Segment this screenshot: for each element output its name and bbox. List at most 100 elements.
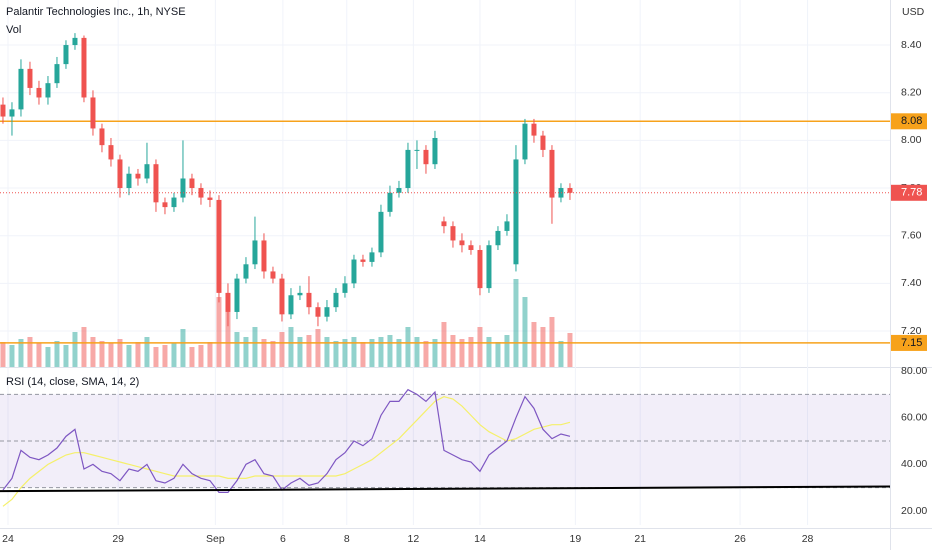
price-label-box (891, 113, 927, 130)
volume-label: Vol (6, 24, 21, 36)
candle-body (306, 292, 312, 308)
volume-bar (54, 341, 60, 367)
candle-body (63, 45, 69, 65)
volume-bar (36, 343, 42, 367)
candle-body (36, 87, 42, 98)
volume-bar (27, 337, 33, 367)
volume-bar (198, 345, 204, 367)
rsi-tick-label: 60.00 (901, 411, 927, 423)
y-tick-label: 8.00 (901, 134, 922, 146)
volume-bar (279, 332, 285, 367)
volume-bar (63, 345, 69, 367)
candle-body (0, 104, 6, 117)
candle-body (333, 292, 339, 308)
candle-body (216, 199, 222, 293)
candle-body (18, 68, 24, 110)
volume-bar (189, 347, 195, 367)
candle-body (27, 68, 33, 88)
volume-bar (153, 347, 159, 367)
volume-bar (18, 339, 24, 367)
candle-body (423, 149, 429, 165)
volume-bar (45, 347, 51, 367)
candle-body (504, 221, 510, 231)
volume-bar (558, 341, 564, 367)
volume-bar (405, 327, 411, 367)
volume-bar (126, 345, 132, 367)
candle-body (522, 123, 528, 160)
volume-bar (567, 333, 573, 367)
candle-body (135, 173, 141, 179)
candle-body (153, 164, 159, 203)
last-price-label: 7.78 (901, 187, 922, 199)
volume-bar (549, 317, 555, 367)
volume-bar (180, 329, 186, 367)
candle-body (468, 245, 474, 250)
volume-bar (81, 327, 87, 367)
rsi-line (2, 388, 571, 493)
candle-body (108, 145, 114, 160)
volume-bar (531, 322, 537, 367)
y-tick-label: 7.60 (901, 229, 922, 241)
volume-bar (0, 342, 6, 367)
volume-bar (99, 341, 105, 367)
candle-body (324, 307, 330, 317)
candle-body (450, 226, 456, 241)
volume-bar (225, 312, 231, 367)
volume-bar (9, 345, 15, 367)
volume-bar (432, 339, 438, 367)
candle-body (441, 221, 447, 227)
volume-bar (243, 337, 249, 367)
candle-body (243, 264, 249, 279)
volume-bar (333, 341, 339, 367)
volume-bar (144, 337, 150, 367)
x-tick-label: 26 (734, 533, 746, 545)
x-tick-label: 14 (474, 533, 486, 545)
candle-body (288, 295, 294, 315)
volume-bar (540, 327, 546, 367)
volume-bar (351, 337, 357, 367)
volume-bar (342, 339, 348, 367)
volume-bar (135, 342, 141, 367)
candle-body (126, 173, 132, 189)
candle-body (387, 192, 393, 212)
x-tick-label: 12 (408, 533, 420, 545)
candle-body (207, 197, 213, 200)
volume-bar (270, 341, 276, 367)
candle-body (405, 149, 411, 189)
candle-body (171, 197, 177, 208)
volume-bar (306, 335, 312, 367)
candle-body (459, 240, 465, 246)
candle-body (486, 245, 492, 289)
candle-body (45, 83, 51, 98)
volume-bar (207, 342, 213, 367)
volume-bar (378, 337, 384, 367)
price-label: 7.15 (901, 337, 922, 349)
plot (0, 0, 891, 525)
candle-body (9, 109, 15, 117)
volume-bar (495, 342, 501, 367)
volume-bar (441, 322, 447, 367)
candle-body (270, 271, 276, 279)
x-tick-label: 24 (2, 533, 14, 545)
volume-bar (396, 339, 402, 367)
currency-label: USD (902, 6, 925, 18)
price-label-box (891, 334, 927, 351)
x-tick-label: 6 (280, 533, 286, 545)
candle-body (144, 164, 150, 179)
candle-body (495, 230, 501, 246)
x-tick-label: 19 (570, 533, 582, 545)
volume-bar (414, 337, 420, 367)
candle-body (90, 97, 96, 129)
candle-body (252, 240, 258, 265)
volume-bar (360, 342, 366, 367)
price-label: 8.08 (901, 115, 922, 127)
volume-bar (288, 327, 294, 367)
volume-bar (261, 339, 267, 367)
x-tick-label: 8 (344, 533, 350, 545)
candle-body (72, 37, 78, 46)
candle-body (81, 37, 87, 98)
candle-body (414, 149, 420, 151)
x-tick-label: 28 (802, 533, 814, 545)
candle-body (189, 178, 195, 189)
